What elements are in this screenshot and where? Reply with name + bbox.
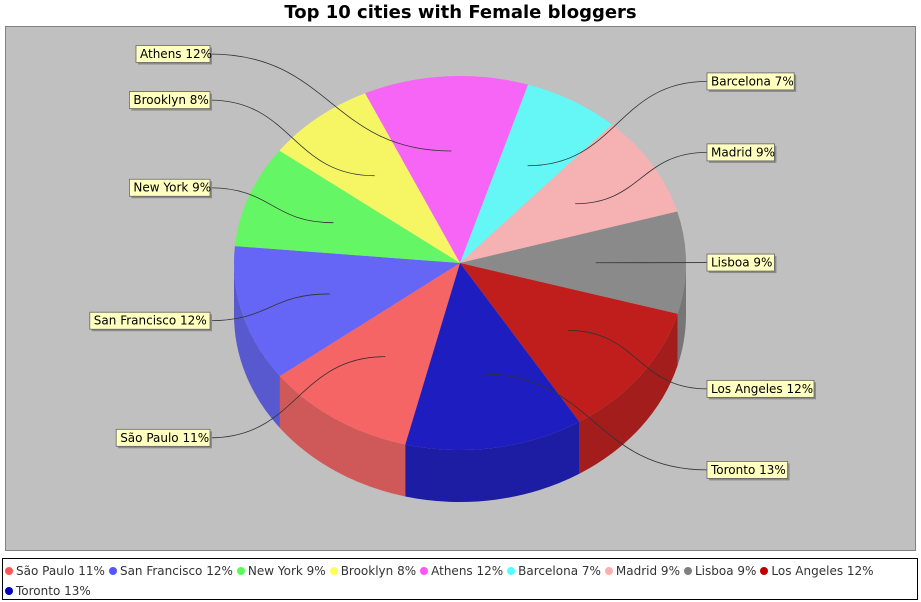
slice-brooklyn [279, 93, 460, 264]
slice-new-york [234, 150, 460, 263]
slice-label-toronto: Toronto 13% [710, 463, 786, 477]
legend-label: Toronto 13% [16, 584, 91, 598]
label-box-lisboa [706, 253, 775, 272]
leader-madrid [575, 151, 708, 205]
slice-side-sao-paulo [279, 375, 406, 497]
label-box-barcelona [706, 72, 795, 91]
slice-label-brooklyn: Brooklyn 8% [133, 93, 208, 107]
label-box-madrid [706, 143, 775, 162]
legend-swatch [507, 567, 516, 575]
slice-side-toronto [405, 421, 580, 502]
slice-toronto [405, 263, 580, 451]
legend-item-athens: Athens 12% [420, 561, 503, 581]
label-box-athens [135, 45, 211, 63]
legend-label: Los Angeles 12% [771, 564, 874, 578]
slice-san-francisco [234, 246, 460, 376]
legend-label: Brooklyn 8% [340, 564, 417, 578]
slice-side-san-francisco [234, 263, 280, 428]
legend-label: Athens 12% [431, 564, 504, 578]
leader-brooklyn [209, 99, 375, 177]
slice-label-barcelona: Barcelona 7% [711, 74, 794, 88]
slice-label-lisboa: Lisboa 9% [711, 256, 772, 270]
slice-label-sao-paulo: São Paulo 11% [120, 431, 209, 445]
legend-swatch [760, 567, 769, 575]
slice-label-new-york: New York 9% [133, 181, 211, 195]
slice-label-los-angeles: Los Angeles 12% [711, 382, 813, 396]
pie-labels: São Paulo 11% San Francisco 12% New York 9… [89, 45, 816, 481]
pie-chart: São Paulo 11% San Francisco 12% New York 9… [89, 45, 816, 502]
legend-swatch [329, 567, 338, 575]
legend-swatch [420, 567, 429, 575]
label-box-los-angeles [706, 379, 815, 398]
legend-label: São Paulo 11% [16, 564, 105, 578]
leader-sao-paulo [209, 356, 386, 439]
slice-label-athens: Athens 12% [140, 47, 212, 61]
legend-item-san-francisco: San Francisco 12% [108, 561, 233, 581]
legend-item-brooklyn: Brooklyn 8% [329, 561, 417, 581]
leader-barcelona [527, 81, 708, 167]
legend-item-madrid: Madrid 9% [604, 561, 680, 581]
label-box-sao-paulo [115, 428, 211, 447]
legend-item-los-angeles: Los Angeles 12% [760, 561, 874, 581]
slice-side-lisboa [677, 263, 686, 366]
label-box-brooklyn [128, 91, 211, 109]
legend-item-lisboa: Lisboa 9% [683, 561, 757, 581]
leader-toronto [481, 373, 708, 471]
pie-top [234, 76, 686, 451]
leader-san-francisco [209, 293, 330, 322]
legend: São Paulo 11% San Francisco 12% New York 9… [2, 558, 918, 600]
legend-swatch [236, 567, 245, 575]
label-box-toronto [706, 460, 788, 479]
legend-item-sao-paulo: São Paulo 11% [5, 561, 105, 581]
legend-swatch [5, 587, 13, 595]
legend-swatch [5, 567, 13, 575]
leader-los-angeles [568, 330, 708, 390]
slice-label-madrid: Madrid 9% [711, 145, 775, 159]
slice-sao-paulo [279, 263, 460, 445]
legend-item-new-york: New York 9% [236, 561, 326, 581]
chart-title: Top 10 cities with Female bloggers [284, 2, 637, 23]
legend-swatch [108, 567, 117, 575]
legend-item-toronto: Toronto 13% [5, 581, 91, 601]
legend-label: San Francisco 12% [119, 564, 233, 578]
label-box-new-york [128, 178, 211, 197]
legend-item-barcelona: Barcelona 7% [507, 561, 601, 581]
pie-side-walls [234, 263, 686, 502]
slice-los-angeles [460, 263, 678, 422]
legend-swatch [604, 567, 613, 575]
legend-label: Barcelona 7% [518, 564, 601, 578]
label-box-san-francisco [89, 311, 211, 330]
slice-label-san-francisco: San Francisco 12% [94, 314, 207, 328]
slice-athens [365, 76, 529, 263]
legend-label: New York 9% [247, 564, 326, 578]
slice-lisboa [460, 211, 686, 314]
legend-label: Madrid 9% [615, 564, 680, 578]
legend-label: Lisboa 9% [694, 564, 757, 578]
leader-new-york [209, 187, 334, 224]
slice-madrid [460, 124, 678, 264]
leader-athens [209, 53, 452, 152]
slice-barcelona [460, 84, 612, 263]
legend-swatch [683, 567, 692, 575]
slice-side-los-angeles [579, 313, 678, 474]
